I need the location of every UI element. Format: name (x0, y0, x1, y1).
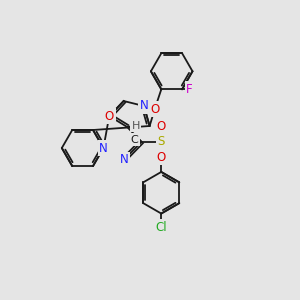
Text: H: H (132, 121, 140, 131)
Text: F: F (186, 83, 193, 96)
Text: Cl: Cl (155, 220, 167, 234)
Text: O: O (157, 120, 166, 133)
Text: S: S (158, 135, 165, 148)
Text: N: N (140, 100, 148, 112)
Text: O: O (105, 110, 114, 123)
Text: N: N (99, 142, 108, 154)
Text: C: C (131, 135, 138, 145)
Text: O: O (150, 103, 159, 116)
Text: O: O (157, 151, 166, 164)
Text: N: N (120, 153, 128, 166)
